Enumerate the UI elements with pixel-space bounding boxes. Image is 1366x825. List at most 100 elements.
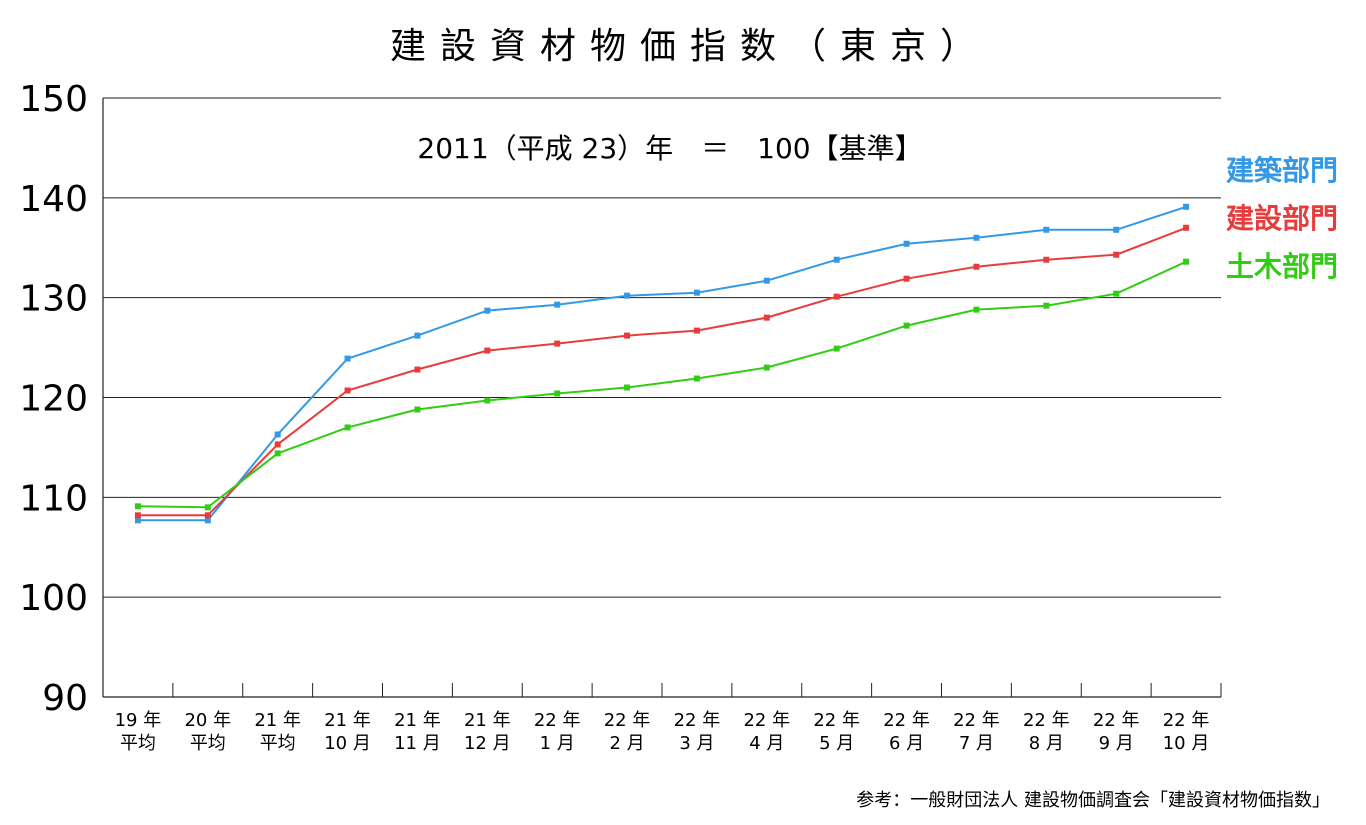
data-point [414, 406, 421, 413]
x-tick-label: 22 年 [813, 710, 860, 731]
data-point [344, 424, 351, 431]
legend-entry: 土木部門 [1226, 250, 1338, 283]
data-point [1183, 258, 1190, 265]
series-line-1 [137, 205, 1187, 522]
data-point [554, 340, 561, 347]
data-point [624, 384, 631, 391]
x-tick-label: 22 年 [953, 710, 1000, 731]
legend-entry: 建築部門 [1226, 154, 1338, 187]
data-point [484, 347, 491, 354]
data-point [484, 307, 491, 314]
data-point [1043, 226, 1050, 233]
x-tick-label: 10 月 [1163, 733, 1210, 754]
data-point [134, 512, 141, 519]
data-point [414, 332, 421, 339]
chart-subtitle: 2011（平成 23）年 ＝ 100【基準】 [417, 132, 922, 165]
x-tick-label: 22 年 [534, 710, 581, 731]
x-tick-label: 9 月 [1099, 733, 1134, 754]
data-point [833, 345, 840, 352]
x-tick-label: 平均 [190, 733, 226, 754]
data-point [833, 293, 840, 300]
x-tick-label: 5 月 [819, 733, 854, 754]
x-tick-label: 22 年 [1163, 710, 1210, 731]
grid [103, 97, 1221, 598]
x-tick-label: 12 月 [464, 733, 511, 754]
x-tick-label: 21 年 [254, 710, 301, 731]
y-tick-label: 110 [19, 478, 88, 519]
data-point [1183, 224, 1190, 231]
legend-entry: 建設部門 [1226, 202, 1338, 235]
x-tick-label: 1 月 [540, 733, 575, 754]
x-tick-label: 19 年 [115, 710, 162, 731]
data-point [274, 450, 281, 457]
data-point [1043, 302, 1050, 309]
x-tick-label: 22 年 [883, 710, 930, 731]
x-tick-label: 7 月 [959, 733, 994, 754]
data-point [693, 327, 700, 334]
series-line-3 [137, 260, 1187, 509]
data-point [414, 366, 421, 373]
x-tick-label: 22 年 [1023, 710, 1070, 731]
data-point [973, 263, 980, 270]
x-tick-label: 10 月 [324, 733, 371, 754]
y-tick-label: 90 [42, 678, 88, 719]
y-tick-label: 100 [19, 578, 88, 619]
data-point [134, 517, 141, 524]
data-point [833, 256, 840, 263]
data-point [763, 314, 770, 321]
y-tick-label: 130 [19, 279, 88, 320]
data-point [1183, 203, 1190, 210]
data-point [903, 275, 910, 282]
x-tick-label: 21 年 [324, 710, 371, 731]
data-point [274, 441, 281, 448]
data-point [204, 512, 211, 519]
x-tick-label: 20 年 [184, 710, 231, 731]
data-point [763, 364, 770, 371]
chart-title: 建設資材物価指数（東京） [390, 26, 990, 67]
data-point [344, 387, 351, 394]
x-tick-label: 22 年 [674, 710, 721, 731]
data-point [693, 289, 700, 296]
data-point [554, 390, 561, 397]
x-tick-label: 11 月 [394, 733, 441, 754]
data-point [624, 292, 631, 299]
x-tick-label: 21 年 [394, 710, 441, 731]
data-point [134, 503, 141, 510]
x-tick-label: 21 年 [464, 710, 511, 731]
data-point [693, 375, 700, 382]
data-point [484, 397, 491, 404]
data-point [274, 431, 281, 438]
data-point [1113, 251, 1120, 258]
data-point [1113, 226, 1120, 233]
series-line-2 [137, 226, 1187, 517]
x-tick-label: 6 月 [889, 733, 924, 754]
data-point [763, 277, 770, 284]
data-point [973, 234, 980, 241]
data-point [903, 240, 910, 247]
data-point [973, 306, 980, 313]
series-layer [134, 203, 1190, 524]
x-tick-label: 平均 [260, 733, 296, 754]
data-point [1113, 290, 1120, 297]
x-tick-label: 22 年 [1093, 710, 1140, 731]
x-tick-label: 22 年 [743, 710, 790, 731]
x-tick-label: 3 月 [679, 733, 714, 754]
y-tick-label: 140 [19, 179, 88, 220]
data-point [204, 504, 211, 511]
y-tick-label: 120 [19, 379, 88, 420]
x-tick-label: 8 月 [1029, 733, 1064, 754]
x-tick-label: 平均 [120, 733, 156, 754]
x-tick-label: 4 月 [749, 733, 784, 754]
data-point [1043, 256, 1050, 263]
x-tick-label: 2 月 [609, 733, 644, 754]
data-point [204, 517, 211, 524]
data-point [344, 355, 351, 362]
source-note: 参考：一般財団法人 建設物価調査会「建設資材物価指数」 [856, 790, 1330, 811]
data-point [624, 332, 631, 339]
x-tick-label: 22 年 [604, 710, 651, 731]
data-point [554, 301, 561, 308]
data-point [903, 322, 910, 329]
